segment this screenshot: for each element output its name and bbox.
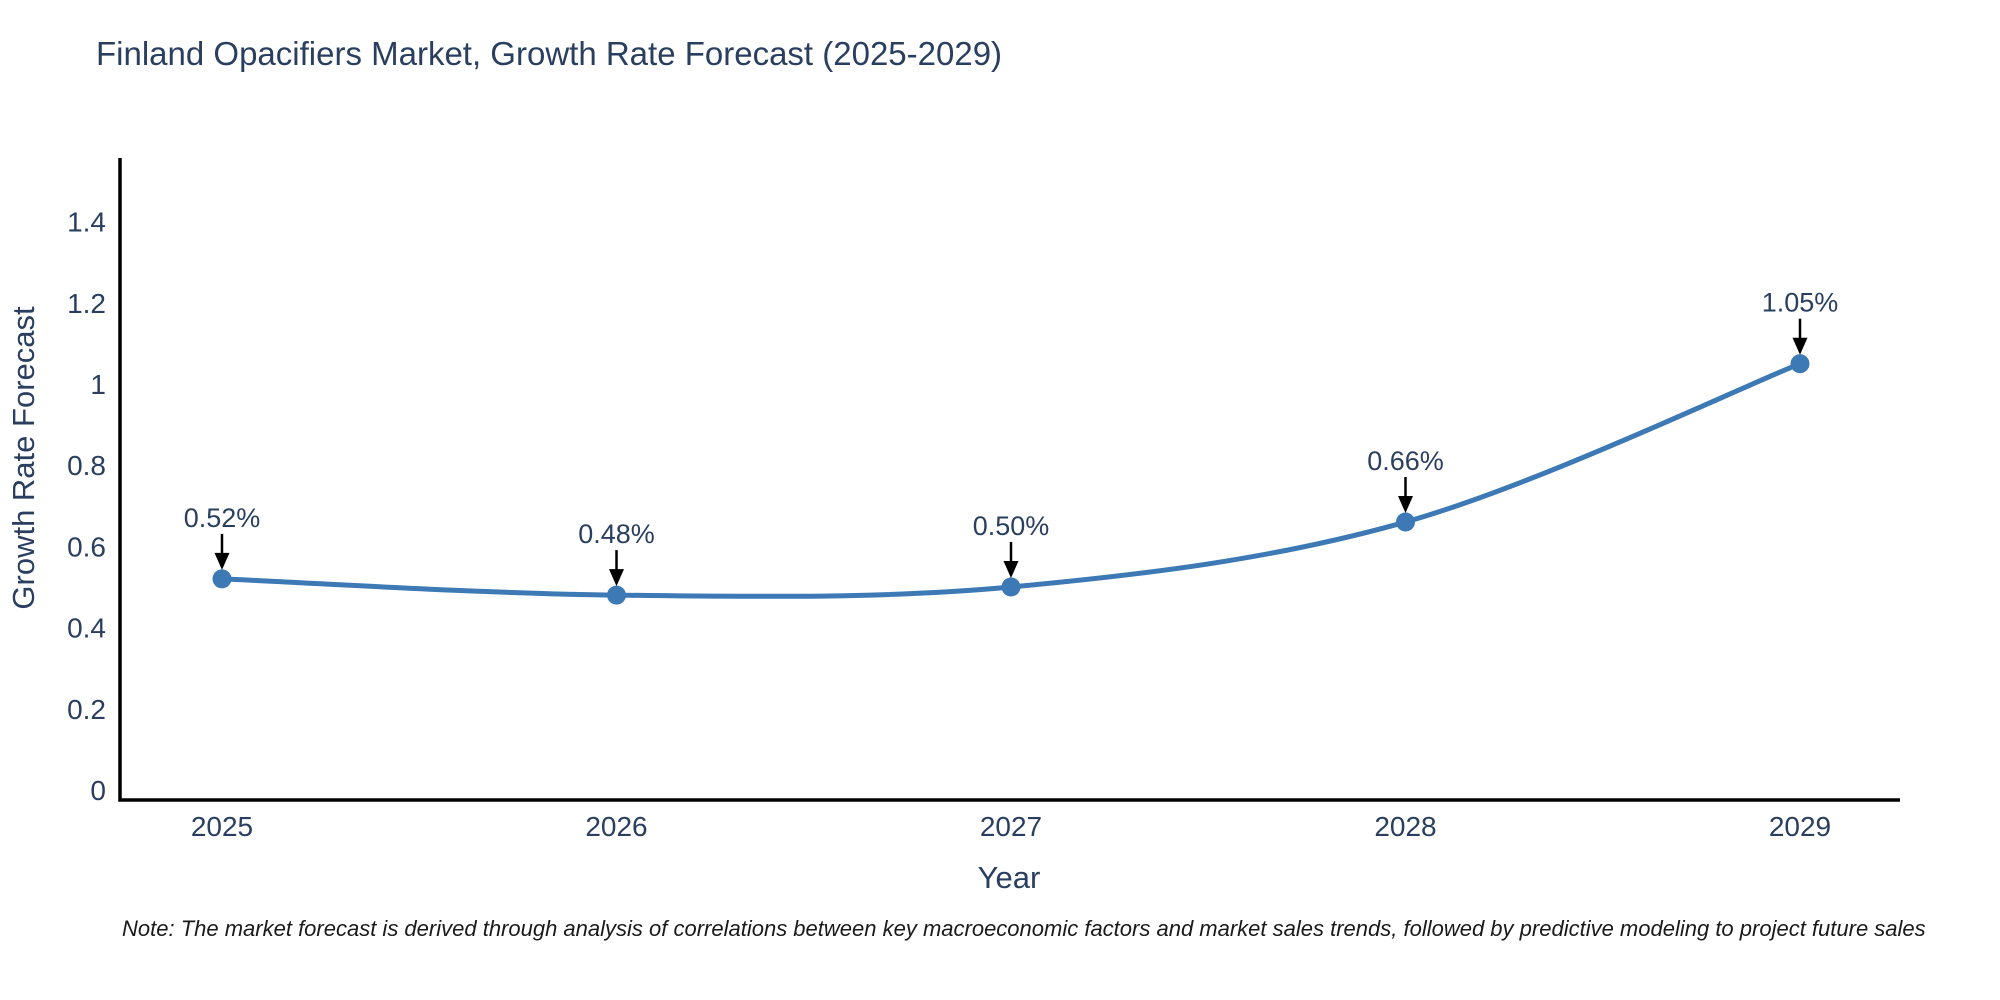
annotation-label: 0.48%	[578, 519, 655, 549]
annotation-arrowhead	[1398, 496, 1413, 513]
y-tick-label: 0.2	[67, 694, 106, 725]
y-tick-label: 0.4	[67, 613, 106, 644]
y-tick-label: 0.8	[67, 450, 106, 481]
x-tick-label: 2026	[585, 811, 647, 842]
axis-lines	[118, 158, 1900, 802]
data-point-marker	[1001, 577, 1021, 597]
y-axis-tick-labels: 0 0.2 0.4 0.6 0.8 1 1.2 1.4	[67, 207, 106, 806]
y-tick-label: 1.2	[67, 288, 106, 319]
point-annotation: 0.48%	[578, 519, 655, 587]
data-point-marker	[1790, 354, 1810, 374]
data-point-marker	[212, 569, 232, 589]
point-annotation: 0.52%	[184, 503, 261, 570]
annotation-arrowhead	[1003, 561, 1019, 578]
x-axis-tick-labels: 2025 2026 2027 2028 2029	[191, 811, 1831, 842]
data-point-annotations: 0.52% 0.48% 0.50% 0.66% 1.05%	[184, 288, 1839, 587]
annotation-label: 0.52%	[184, 503, 261, 533]
annotation-arrowhead	[1792, 337, 1808, 355]
x-tick-label: 2029	[1769, 811, 1831, 842]
chart-title: Finland Opacifiers Market, Growth Rate F…	[96, 35, 1003, 72]
y-axis-title: Growth Rate Forecast	[6, 306, 41, 610]
data-point-marker	[607, 585, 626, 605]
annotation-arrowhead	[609, 569, 624, 587]
x-tick-label: 2025	[191, 811, 253, 842]
data-point-marker	[1396, 512, 1415, 532]
point-annotation: 0.50%	[973, 511, 1050, 578]
y-tick-label: 0	[90, 775, 106, 806]
annotation-label: 0.50%	[973, 511, 1050, 541]
point-annotation: 0.66%	[1367, 446, 1444, 513]
annotation-arrowhead	[214, 552, 230, 570]
annotation-label: 0.66%	[1367, 446, 1444, 476]
y-tick-label: 1.4	[67, 207, 106, 238]
footnote: Note: The market forecast is derived thr…	[122, 916, 1926, 941]
x-tick-label: 2027	[980, 811, 1042, 842]
x-tick-label: 2028	[1374, 811, 1436, 842]
data-point-markers	[212, 354, 1810, 605]
annotation-label: 1.05%	[1762, 288, 1839, 318]
x-axis-title: Year	[978, 860, 1041, 895]
point-annotation: 1.05%	[1762, 288, 1839, 355]
y-tick-label: 1	[90, 369, 106, 400]
y-tick-label: 0.6	[67, 531, 106, 562]
